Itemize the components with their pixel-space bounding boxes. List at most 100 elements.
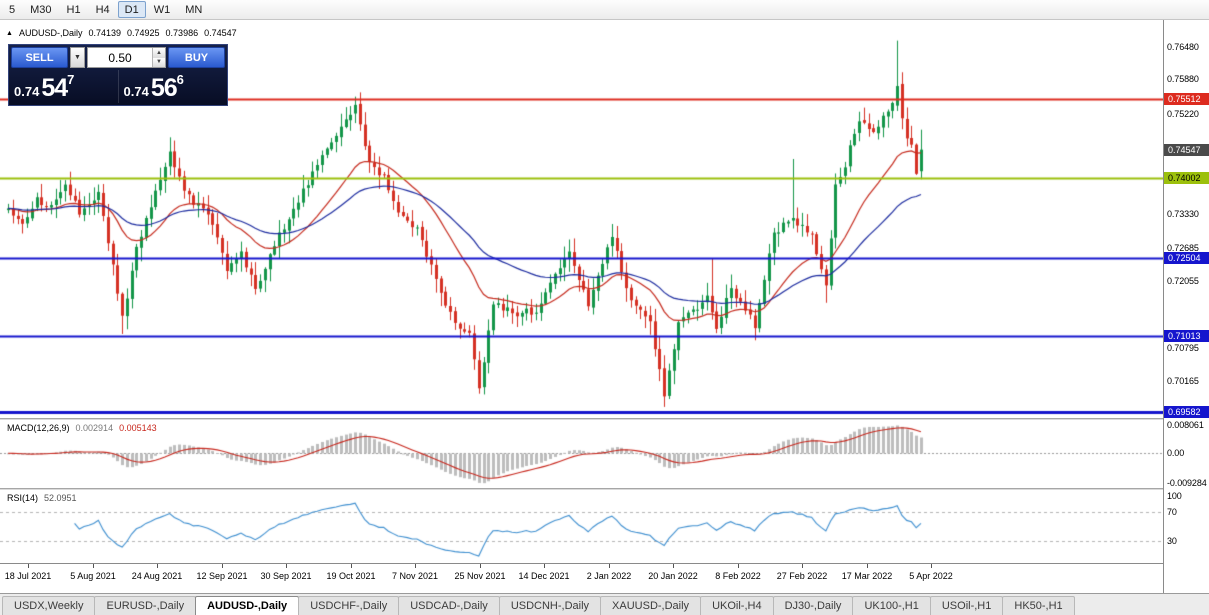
chart-tab-uk100-h1[interactable]: UK100-,H1 xyxy=(852,596,931,615)
date-axis-label: 20 Jan 2022 xyxy=(648,571,698,581)
current-price-badge: 0.74547 xyxy=(1164,144,1209,156)
chevron-down-icon: ▼ xyxy=(74,54,81,61)
trade-panel-quotes: 0.74 54 7 0.74 56 6 xyxy=(9,70,227,103)
date-axis-label: 18 Jul 2021 xyxy=(4,571,52,581)
ask-point: 6 xyxy=(176,72,184,87)
rsi-value: 52.0951 xyxy=(44,493,77,503)
price-axis[interactable]: 0.76480 0.75880 0.75220 0.73330 0.72685 0.720… xyxy=(1163,20,1209,593)
timeframe-button-h1[interactable]: H1 xyxy=(66,3,81,16)
spinner-down-icon[interactable]: ▼ xyxy=(153,57,165,67)
macd-axis-tick: 0.00 xyxy=(1167,448,1185,458)
chart-symbol-period: AUDUSD-,Daily xyxy=(18,28,83,38)
chart-icon: ▲ xyxy=(6,29,13,37)
macd-indicator-label: MACD(12,26,9) 0.002914 0.005143 xyxy=(5,423,159,433)
date-axis-tick xyxy=(544,564,545,568)
date-axis-tick xyxy=(157,564,158,568)
price-level-badge: 0.75512 xyxy=(1164,93,1209,105)
spinner-up-icon[interactable]: ▲ xyxy=(153,48,165,58)
rsi-name: RSI(14) xyxy=(7,493,39,503)
date-axis-label: 5 Aug 2021 xyxy=(70,571,116,581)
price-level-badge: 0.69582 xyxy=(1164,406,1209,418)
date-axis-label: 17 Mar 2022 xyxy=(841,571,893,581)
chart-tab-audusd-daily[interactable]: AUDUSD-,Daily xyxy=(195,596,300,615)
volume-dropdown-button[interactable]: ▼ xyxy=(70,47,85,68)
date-axis-tick xyxy=(28,564,29,568)
date-axis-tick xyxy=(480,564,481,568)
date-axis-label: 14 Dec 2021 xyxy=(518,571,570,581)
chart-tab-eurusd-daily[interactable]: EURUSD-,Daily xyxy=(94,596,197,615)
rsi-axis-tick: 100 xyxy=(1167,491,1182,501)
date-axis-label: 8 Feb 2022 xyxy=(715,571,761,581)
macd-name: MACD(12,26,9) xyxy=(7,423,70,433)
price-level-badge: 0.72504 xyxy=(1164,252,1209,264)
ask-prefix: 0.74 xyxy=(123,84,149,99)
macd-axis-tick: -0.009284 xyxy=(1167,478,1207,488)
trade-panel-controls: SELL ▼ ▲ ▼ BUY xyxy=(9,45,227,70)
rsi-indicator-label: RSI(14) 52.0951 xyxy=(5,493,79,503)
date-axis-tick xyxy=(93,564,94,568)
chart-tab-hk50-h1[interactable]: HK50-,H1 xyxy=(1002,596,1075,615)
price-axis-tick: 0.75880 xyxy=(1167,74,1199,84)
chart-title: ▲ AUDUSD-,Daily 0.74139 0.74925 0.73986 … xyxy=(6,28,237,38)
timeframe-button-d1[interactable]: D1 xyxy=(117,1,146,18)
chart-tab-usdcnh-daily[interactable]: USDCNH-,Daily xyxy=(498,596,602,615)
timeframe-button-w1[interactable]: W1 xyxy=(153,3,171,16)
chart-tab-xauusd-daily[interactable]: XAUUSD-,Daily xyxy=(600,596,702,615)
date-axis-tick xyxy=(609,564,610,568)
rsi-axis-tick: 30 xyxy=(1167,536,1177,546)
date-axis-tick xyxy=(286,564,287,568)
rsi-axis-tick: 70 xyxy=(1167,507,1177,517)
chart-tab-usdchf-daily[interactable]: USDCHF-,Daily xyxy=(298,596,400,615)
macd-pane-canvas[interactable] xyxy=(0,420,1163,488)
price-axis-tick: 0.76480 xyxy=(1167,42,1199,52)
chart-tab-usdcad-daily[interactable]: USDCAD-,Daily xyxy=(398,596,500,615)
bid-prefix: 0.74 xyxy=(14,84,40,99)
timeframe-button-m30[interactable]: M30 xyxy=(30,3,52,16)
timeframe-toolbar: 5 M30 H1 H4 D1 W1 MN xyxy=(0,0,1209,20)
ask-price: 0.74 56 6 xyxy=(117,70,228,103)
buy-button[interactable]: BUY xyxy=(168,47,225,68)
date-axis-label: 19 Oct 2021 xyxy=(326,571,376,581)
macd-main-value: 0.002914 xyxy=(75,423,114,433)
rsi-pane-canvas[interactable] xyxy=(0,490,1163,563)
bid-point: 7 xyxy=(67,72,75,87)
volume-input[interactable] xyxy=(88,48,152,67)
price-axis-tick: 0.70795 xyxy=(1167,343,1199,353)
date-axis-label: 2 Jan 2022 xyxy=(586,571,632,581)
ohlc-low: 0.73986 xyxy=(165,28,199,38)
timeframe-button-5[interactable]: 5 xyxy=(9,3,16,16)
timeframe-button-mn[interactable]: MN xyxy=(185,3,203,16)
macd-axis-tick: 0.008061 xyxy=(1167,420,1204,430)
date-axis-tick xyxy=(351,564,352,568)
price-axis-tick: 0.75220 xyxy=(1167,109,1199,119)
date-axis-tick xyxy=(415,564,416,568)
date-axis[interactable]: 18 Jul 2021 5 Aug 2021 24 Aug 2021 12 Sep 2… xyxy=(0,563,1163,593)
sell-button[interactable]: SELL xyxy=(11,47,68,68)
date-axis-label: 24 Aug 2021 xyxy=(131,571,183,581)
chart-tab-ukoil-h4[interactable]: UKOil-,H4 xyxy=(700,596,774,615)
ohlc-close: 0.74547 xyxy=(204,28,237,38)
price-axis-tick: 0.72055 xyxy=(1167,276,1199,286)
chart-tab-usoil-h1[interactable]: USOil-,H1 xyxy=(929,596,1004,615)
volume-spinner[interactable]: ▲ ▼ xyxy=(152,48,165,67)
date-axis-tick xyxy=(931,564,932,568)
volume-box: ▲ ▼ xyxy=(87,47,166,68)
one-click-trading-panel: SELL ▼ ▲ ▼ BUY 0.74 54 7 xyxy=(8,44,228,106)
chart-tab-usdx-weekly[interactable]: USDX,Weekly xyxy=(2,596,96,615)
date-axis-label: 25 Nov 2021 xyxy=(454,571,506,581)
price-axis-tick: 0.72685 xyxy=(1167,243,1199,253)
date-axis-tick xyxy=(867,564,868,568)
price-axis-tick: 0.70165 xyxy=(1167,376,1199,386)
timeframe-button-h4[interactable]: H4 xyxy=(95,3,110,16)
date-axis-label: 30 Sep 2021 xyxy=(260,571,312,581)
ohlc-open: 0.74139 xyxy=(88,28,121,38)
chart-tab-bar: USDX,Weekly EURUSD-,Daily AUDUSD-,Daily USD… xyxy=(0,593,1209,615)
chart-tab-dj30-daily[interactable]: DJ30-,Daily xyxy=(772,596,854,615)
date-axis-tick xyxy=(738,564,739,568)
date-axis-tick xyxy=(222,564,223,568)
ohlc-high: 0.74925 xyxy=(127,28,160,38)
price-level-badge: 0.74002 xyxy=(1164,172,1209,184)
macd-pane-splitter[interactable] xyxy=(0,418,1209,420)
date-axis-tick xyxy=(673,564,674,568)
rsi-pane-splitter[interactable] xyxy=(0,488,1209,490)
